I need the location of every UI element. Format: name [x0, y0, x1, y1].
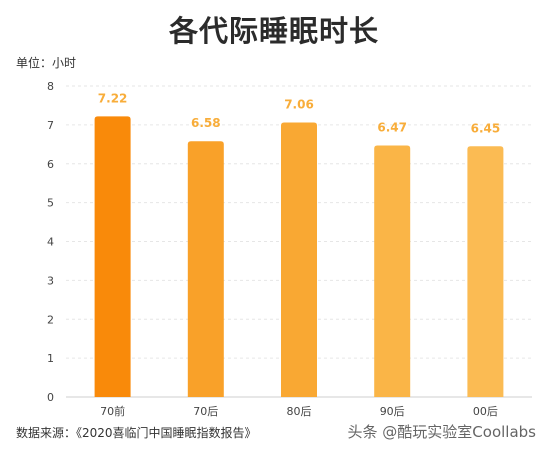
data-labels: 7.22 6.58 7.06 6.47 6.45	[98, 91, 500, 135]
y-tick-label-3: 3	[47, 274, 54, 287]
bar-80后	[281, 122, 317, 397]
unit-label: 单位：小时	[16, 56, 77, 70]
x-axis-ticks: 70前 70后 80后 90后 00后	[100, 404, 498, 418]
x-tick-label-70后: 70后	[193, 405, 218, 418]
bar-70前	[94, 116, 131, 397]
y-axis-ticks: 0 1 2 3 4 5 6 7 8	[47, 80, 54, 404]
x-tick-label-90后: 90后	[380, 405, 405, 418]
bar-90后	[374, 145, 411, 397]
y-tick-label-8: 8	[47, 80, 54, 93]
data-label-70前: 7.22	[98, 91, 128, 105]
x-tick-label-00后: 00后	[473, 405, 498, 418]
x-tick-label-70前: 70前	[100, 404, 125, 418]
data-label-90后: 6.47	[377, 120, 407, 134]
bars	[94, 116, 504, 397]
y-tick-label-7: 7	[47, 119, 54, 132]
y-tick-label-1: 1	[47, 352, 54, 365]
chart-title: 各代际睡眠时长	[168, 14, 379, 48]
y-tick-label-5: 5	[47, 197, 54, 210]
data-label-80后: 7.06	[284, 98, 314, 112]
watermark: 头条 @酷玩实验室Coollabs	[347, 423, 536, 441]
bar-00后	[467, 146, 504, 397]
y-tick-label-0: 0	[47, 391, 54, 404]
data-label-00后: 6.45	[471, 121, 501, 135]
source-note: 数据来源：《2020喜临门中国睡眠指数报告》	[16, 426, 257, 440]
data-label-70后: 6.58	[191, 116, 221, 130]
y-tick-label-4: 4	[47, 236, 54, 249]
bar-70后	[187, 141, 224, 397]
y-tick-label-2: 2	[47, 313, 54, 326]
y-tick-label-6: 6	[47, 158, 54, 171]
x-tick-label-80后: 80后	[287, 405, 312, 418]
